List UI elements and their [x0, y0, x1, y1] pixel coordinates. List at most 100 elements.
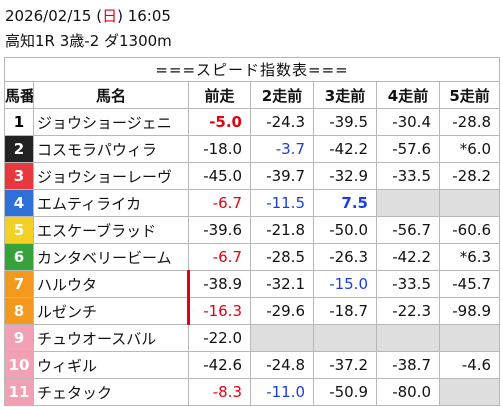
horse-row: 10 ウィギル -42.6 -24.8 -37.2 -38.7 -4.6: [4, 351, 501, 379]
column-header: 2走前: [250, 81, 314, 109]
speed-index: -21.8: [250, 216, 314, 244]
horse-name: ジョウショージェニ: [33, 108, 189, 136]
column-header: 3走前: [313, 81, 377, 109]
speed-index: -32.9: [313, 162, 377, 190]
speed-index: -98.9: [438, 297, 501, 325]
horse-name: ウィギル: [33, 351, 189, 379]
horse-row: 7 ハルウタ -38.9 -32.1 -15.0 -33.5 -45.7: [4, 270, 501, 298]
speed-index: -37.2: [313, 351, 377, 379]
horse-name: カンタベリービーム: [33, 243, 189, 271]
horse-number: 2: [4, 135, 34, 163]
speed-index: -56.7: [376, 216, 440, 244]
speed-index: -16.3: [187, 297, 251, 325]
speed-index: -8.3: [188, 378, 251, 406]
horse-row: 9 チュウオースバル -22.0: [4, 324, 501, 352]
horse-name: チェタック: [33, 378, 189, 406]
speed-index: -24.8: [250, 351, 314, 379]
speed-index: -42.2: [313, 135, 377, 163]
horse-row: 11 チェタック -8.3 -11.0 -50.9 -80.0: [4, 378, 501, 406]
horse-number: 1: [4, 108, 34, 136]
horse-row: 4 エムティライカ -6.7 -11.5 7.5: [4, 189, 501, 217]
column-header: 4走前: [376, 81, 440, 109]
race-info: 高知1R 3歳-2 ダ1300m: [5, 32, 172, 50]
speed-index: -24.3: [250, 108, 314, 136]
horse-name: ジョウショーレーヴ: [33, 162, 189, 190]
empty-cell: [313, 324, 377, 352]
speed-index: -33.5: [376, 162, 440, 190]
empty-cell: [438, 189, 501, 217]
speed-index: -15.0: [313, 270, 377, 298]
speed-index: -26.3: [313, 243, 377, 271]
speed-index: -28.5: [250, 243, 314, 271]
horse-number: 7: [4, 270, 34, 298]
speed-index: -18.7: [313, 297, 377, 325]
speed-index: -28.2: [438, 162, 501, 190]
speed-index: -30.4: [376, 108, 440, 136]
date-line: 2026/02/15 (日) 16:05: [5, 6, 171, 26]
speed-index: -39.7: [250, 162, 314, 190]
speed-index: -42.6: [188, 351, 251, 379]
speed-index: -80.0: [376, 378, 440, 406]
time: ) 16:05: [117, 7, 171, 25]
horse-row: 8 ルゼンチ -16.3 -29.6 -18.7 -22.3 -98.9: [4, 297, 501, 325]
column-header: 馬番: [4, 81, 34, 109]
empty-cell: [250, 324, 314, 352]
speed-index: -29.6: [250, 297, 314, 325]
speed-index: -45.0: [188, 162, 251, 190]
horse-row: 3 ジョウショーレーヴ -45.0 -39.7 -32.9 -33.5 -28.2: [4, 162, 501, 190]
date: 2026/02/15 (: [5, 7, 103, 25]
horse-name: ハルウタ: [33, 270, 189, 298]
speed-index: -11.0: [250, 378, 314, 406]
horse-number: 4: [4, 189, 34, 217]
horse-name: エスケーブラッド: [33, 216, 189, 244]
horse-row: 5 エスケーブラッド -39.6 -21.8 -50.0 -56.7 -60.6: [4, 216, 501, 244]
horse-number: 6: [4, 243, 34, 271]
speed-index: -57.6: [376, 135, 440, 163]
empty-cell: [438, 324, 501, 352]
column-header: 馬名: [33, 81, 189, 109]
speed-index: -50.0: [313, 216, 377, 244]
speed-index: *6.3: [438, 243, 501, 271]
speed-index: -18.0: [188, 135, 251, 163]
horse-row: 2 コスモラパウィラ -18.0 -3.7 -42.2 -57.6 *6.0: [4, 135, 501, 163]
horse-number: 11: [4, 378, 34, 406]
speed-index: 7.5: [313, 189, 377, 217]
horse-number: 5: [4, 216, 34, 244]
horse-name: コスモラパウィラ: [33, 135, 189, 163]
speed-table: ===スピード指数表=== 馬番 馬名 前走 2走前 3走前 4走前 5走前 1 ジョウショー…: [3, 57, 501, 406]
speed-index: -32.1: [250, 270, 314, 298]
speed-index: -6.7: [188, 243, 251, 271]
speed-index: -5.0: [188, 108, 251, 136]
speed-index: -38.9: [187, 270, 251, 298]
speed-index: -50.9: [313, 378, 377, 406]
speed-index: -38.7: [376, 351, 440, 379]
speed-index: -42.2: [376, 243, 440, 271]
empty-cell: [376, 189, 440, 217]
horse-number: 3: [4, 162, 34, 190]
speed-index: -33.5: [376, 270, 440, 298]
horse-row: 6 カンタベリービーム -6.7 -28.5 -26.3 -42.2 *6.3: [4, 243, 501, 271]
speed-index: -45.7: [438, 270, 501, 298]
speed-index: -39.6: [188, 216, 251, 244]
speed-index: -6.7: [188, 189, 251, 217]
speed-index: -3.7: [250, 135, 314, 163]
speed-index: -39.5: [313, 108, 377, 136]
speed-index: -28.8: [438, 108, 501, 136]
speed-index: -60.6: [438, 216, 501, 244]
horse-number: 9: [4, 324, 34, 352]
horse-number: 8: [4, 297, 34, 325]
speed-index: -22.3: [376, 297, 440, 325]
horse-name: チュウオースバル: [33, 324, 189, 352]
horse-number: 10: [4, 351, 34, 379]
horse-name: エムティライカ: [33, 189, 189, 217]
table-title: ===スピード指数表===: [3, 57, 501, 82]
horse-row: 1 ジョウショージェニ -5.0 -24.3 -39.5 -30.4 -28.8: [4, 108, 501, 136]
speed-index: *6.0: [438, 135, 501, 163]
empty-cell: [438, 378, 501, 406]
column-header: 5走前: [438, 81, 501, 109]
weekday: 日: [102, 7, 118, 25]
speed-index: -4.6: [438, 351, 501, 379]
column-header: 前走: [188, 81, 251, 109]
empty-cell: [376, 324, 440, 352]
